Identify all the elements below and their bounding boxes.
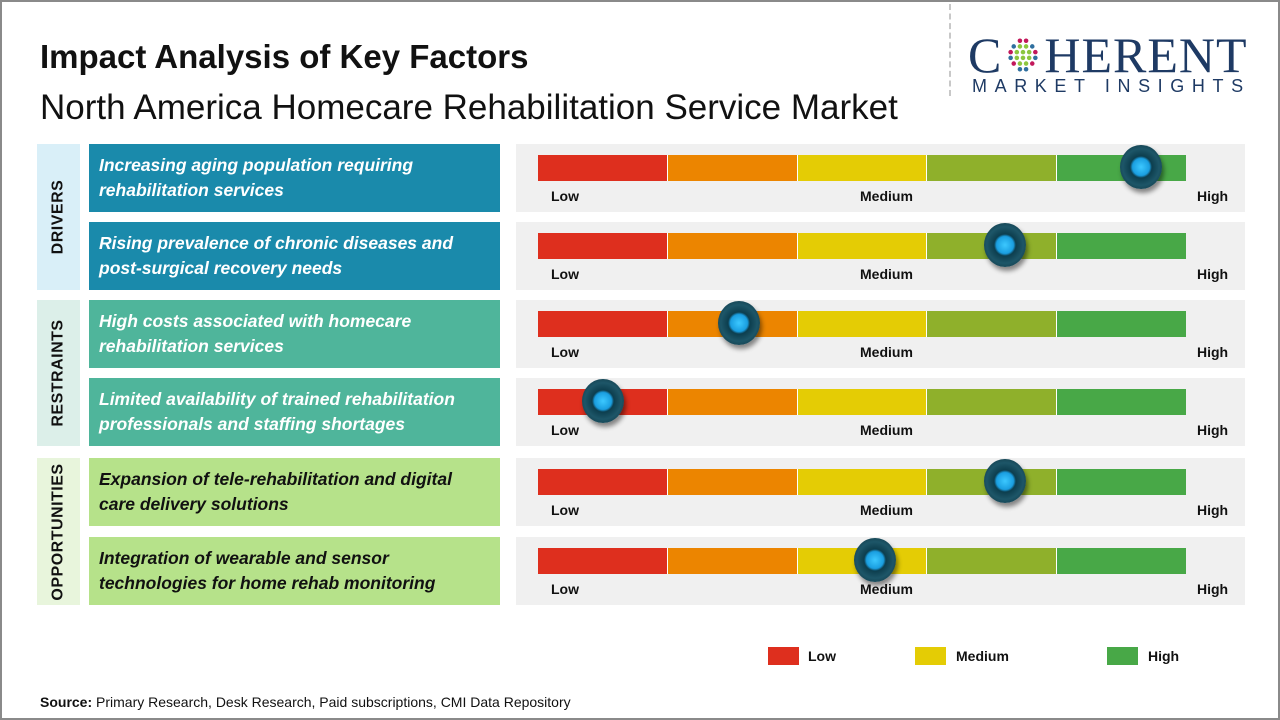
legend-swatch bbox=[1107, 647, 1138, 665]
legend-label: Medium bbox=[956, 648, 1009, 664]
scale-segment bbox=[797, 469, 928, 495]
scale-segment bbox=[538, 469, 668, 495]
category-label-drivers: DRIVERS bbox=[37, 144, 80, 290]
scale-segment bbox=[667, 233, 798, 259]
scale-segment bbox=[667, 155, 798, 181]
scale-low-label: Low bbox=[551, 188, 579, 204]
source-label: Source: bbox=[40, 694, 93, 710]
factor-text: Rising prevalence of chronic diseases an… bbox=[89, 222, 500, 290]
category-label-opportunities: OPPORTUNITIES bbox=[37, 458, 80, 605]
scale-low-label: Low bbox=[551, 581, 579, 597]
impact-indicator-knob bbox=[853, 538, 896, 582]
scale-segment bbox=[538, 311, 668, 337]
scale-segment bbox=[797, 311, 928, 337]
category-name: RESTRAINTS bbox=[49, 319, 67, 427]
globe-dots-icon bbox=[1008, 38, 1038, 72]
company-logo: C HERENT MARKET INSIGHTS bbox=[968, 30, 1260, 97]
factor-text: Expansion of tele-rehabilitation and dig… bbox=[89, 458, 500, 526]
logo-subtext: MARKET INSIGHTS bbox=[972, 76, 1251, 96]
scale-segment bbox=[1057, 311, 1186, 337]
scale-high-label: High bbox=[1197, 422, 1229, 438]
scale-high-label: High bbox=[1197, 188, 1229, 204]
impact-indicator-knob bbox=[581, 379, 624, 423]
scale-segment bbox=[538, 548, 668, 574]
scale-low-label: Low bbox=[551, 266, 579, 282]
scale-bar bbox=[538, 311, 1186, 337]
impact-indicator-knob bbox=[983, 459, 1026, 503]
legend-swatch bbox=[768, 647, 799, 665]
scale-segment bbox=[1057, 548, 1186, 574]
scale-segment bbox=[1057, 233, 1186, 259]
scale-segment bbox=[797, 389, 928, 415]
scale-segment bbox=[538, 233, 668, 259]
category-label-restraints: RESTRAINTS bbox=[37, 300, 80, 446]
scale-low-label: Low bbox=[551, 502, 579, 518]
scale-medium-label: Medium bbox=[860, 266, 913, 282]
scale-segment bbox=[667, 548, 798, 574]
scale-medium-label: Medium bbox=[860, 581, 913, 597]
page-title: Impact Analysis of Key Factors bbox=[40, 38, 529, 75]
scale-low-label: Low bbox=[551, 344, 579, 360]
scale-medium-label: Medium bbox=[860, 422, 913, 438]
impact-indicator-knob bbox=[717, 301, 760, 345]
impact-gauge: Low Medium High bbox=[516, 537, 1245, 605]
source-text: Primary Research, Desk Research, Paid su… bbox=[92, 694, 571, 710]
scale-medium-label: Medium bbox=[860, 188, 913, 204]
scale-segment bbox=[1057, 469, 1186, 495]
impact-gauge: Low Medium High bbox=[516, 144, 1245, 212]
logo-text: HERENT bbox=[1044, 27, 1248, 83]
scale-low-label: Low bbox=[551, 422, 579, 438]
impact-indicator-knob bbox=[983, 223, 1026, 267]
scale-segment bbox=[927, 548, 1058, 574]
source-note: Source: Primary Research, Desk Research,… bbox=[40, 694, 571, 710]
scale-segment bbox=[927, 389, 1058, 415]
impact-gauge: Low Medium High bbox=[516, 458, 1245, 526]
logo-letter: C bbox=[968, 27, 1003, 83]
legend-label: Low bbox=[808, 648, 836, 664]
scale-segment bbox=[667, 469, 798, 495]
scale-bar bbox=[538, 389, 1186, 415]
scale-high-label: High bbox=[1197, 581, 1229, 597]
factor-text: High costs associated with homecare reha… bbox=[89, 300, 500, 368]
scale-segment bbox=[797, 233, 928, 259]
scale-segment bbox=[538, 155, 668, 181]
impact-indicator-knob bbox=[1119, 145, 1162, 189]
scale-medium-label: Medium bbox=[860, 344, 913, 360]
legend-swatch bbox=[915, 647, 946, 665]
factor-text: Limited availability of trained rehabili… bbox=[89, 378, 500, 446]
page-subtitle: North America Homecare Rehabilitation Se… bbox=[40, 88, 898, 127]
legend-label: High bbox=[1148, 648, 1180, 664]
scale-segment bbox=[667, 389, 798, 415]
scale-segment bbox=[797, 155, 928, 181]
category-name: OPPORTUNITIES bbox=[49, 462, 67, 601]
scale-medium-label: Medium bbox=[860, 502, 913, 518]
scale-segment bbox=[927, 155, 1058, 181]
scale-bar bbox=[538, 233, 1186, 259]
scale-bar bbox=[538, 155, 1186, 181]
divider bbox=[949, 4, 951, 96]
scale-high-label: High bbox=[1197, 502, 1229, 518]
impact-gauge: Low Medium High bbox=[516, 378, 1245, 446]
scale-segment bbox=[927, 311, 1058, 337]
scale-bar bbox=[538, 469, 1186, 495]
scale-segment bbox=[1057, 389, 1186, 415]
scale-high-label: High bbox=[1197, 266, 1229, 282]
factor-text: Integration of wearable and sensor techn… bbox=[89, 537, 500, 605]
impact-gauge: Low Medium High bbox=[516, 222, 1245, 290]
scale-high-label: High bbox=[1197, 344, 1229, 360]
category-name: DRIVERS bbox=[49, 179, 67, 255]
impact-gauge: Low Medium High bbox=[516, 300, 1245, 368]
factor-text: Increasing aging population requiring re… bbox=[89, 144, 500, 212]
